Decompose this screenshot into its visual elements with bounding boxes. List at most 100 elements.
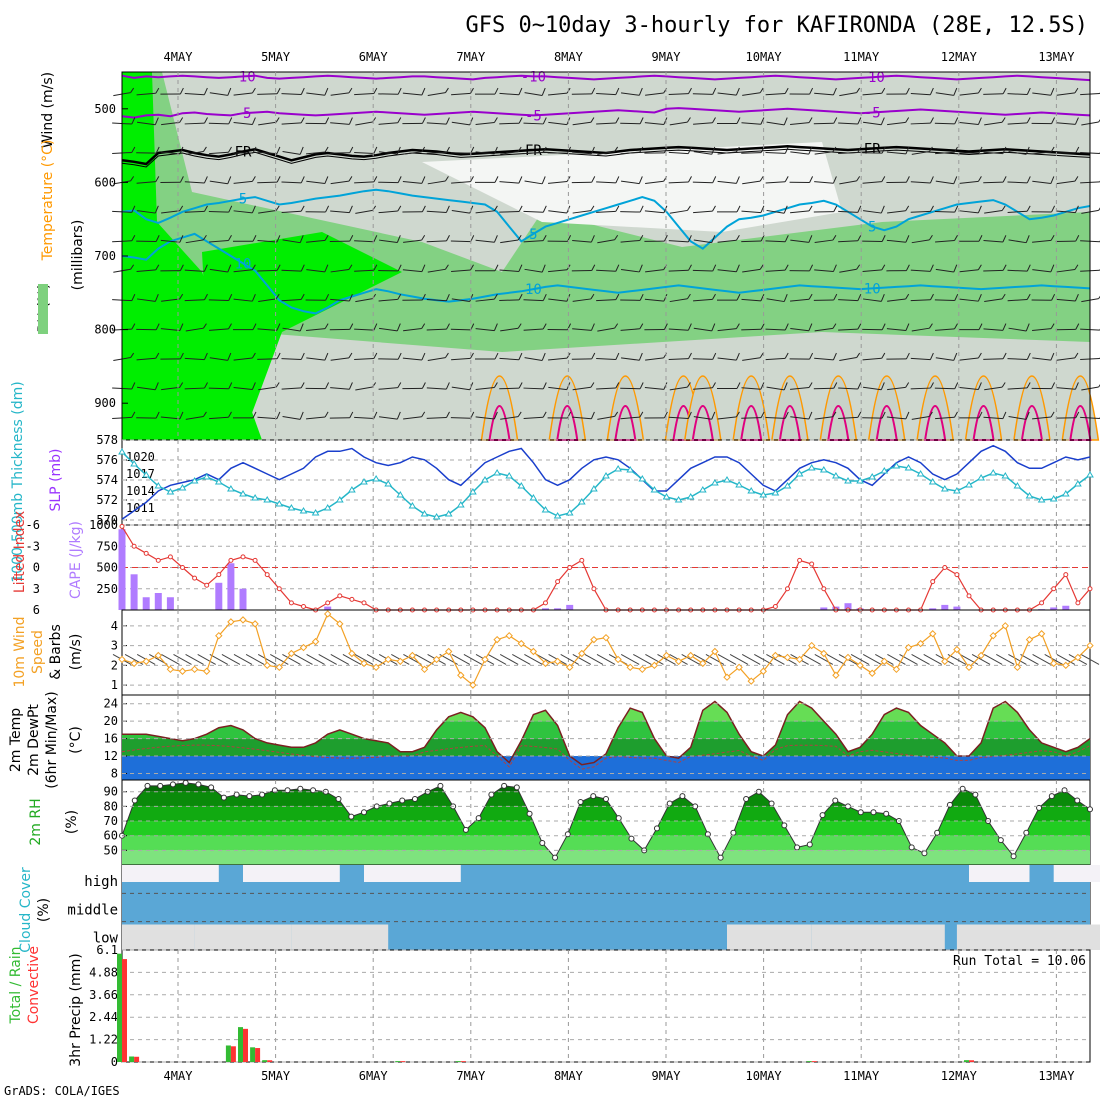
thickness-point [928, 478, 937, 485]
upper-wind-barb [692, 93, 713, 95]
upper-wind-barb [596, 299, 616, 302]
upper-wind-barb [572, 386, 592, 391]
wind-speed-point [1049, 659, 1058, 668]
upper-wind-barb-flag [881, 323, 886, 331]
upper-wind-barb [451, 181, 471, 184]
upper-wind-barb-flag [736, 382, 741, 389]
convective-plume-inner [691, 405, 714, 441]
upper-wind-barb [983, 240, 1003, 243]
upper-wind-barb-flag [929, 87, 934, 95]
thickness-point [686, 493, 695, 500]
upper-wind-barb [257, 181, 278, 184]
upper-wind-barb [645, 180, 664, 185]
lifted-tick-label: 6 [33, 603, 40, 617]
upper-wind-barb-flag [663, 117, 668, 125]
upper-wind-barb-flag [857, 235, 862, 241]
upper-wind-barb-flag [493, 205, 498, 212]
upper-wind-barb-flag [639, 235, 644, 241]
upper-wind-barb [742, 357, 761, 361]
thickness-point [747, 487, 756, 494]
upper-wind-barb-flag [1051, 205, 1056, 213]
upper-wind-barb-flag [300, 176, 305, 184]
upper-wind-barb [984, 121, 1003, 126]
upper-wind-barb-flag [251, 117, 256, 125]
upper-wind-barb [959, 269, 979, 273]
upper-wind-barb-flag [421, 146, 426, 153]
upper-wind-barb-flag [493, 117, 498, 123]
upper-wind-barb-flag [445, 264, 449, 270]
upper-wind-barb-flag [518, 382, 523, 389]
upper-wind-barb [935, 268, 954, 273]
upper-wind-barb-flag [1026, 176, 1031, 184]
upper-wind-barb-flag [687, 323, 692, 331]
isotherm-label: 5 [868, 220, 876, 236]
upper-wind-barb-flag [953, 352, 958, 361]
upper-wind-barb-flag [349, 146, 354, 153]
upper-wind-barb-flag [663, 382, 668, 390]
upper-wind-barb-flag [880, 293, 885, 302]
upper-wind-barb-flag [905, 382, 910, 388]
upper-wind-barb [1008, 416, 1027, 420]
upper-wind-barb [669, 386, 688, 391]
upper-wind-barb-flag [179, 382, 184, 388]
upper-wind-barb [354, 328, 374, 331]
upper-wind-barb [161, 210, 180, 214]
isotherm-10 [121, 232, 1091, 315]
upper-wind-barb [741, 152, 762, 154]
upper-wind-barb-flag [760, 382, 765, 390]
lifted-index-point [204, 582, 210, 588]
thickness-point [178, 484, 187, 491]
wind-speed-point [481, 655, 489, 664]
upper-wind-barb [572, 121, 592, 126]
upper-wind-barb-flag [1026, 264, 1031, 272]
upper-wind-barb-flag [784, 235, 789, 242]
rh-shade-dry [422, 142, 842, 232]
upper-wind-barb [693, 387, 713, 390]
upper-wind-barb-flag [445, 205, 450, 213]
upper-wind-barb-flag [688, 352, 692, 359]
isotherm-label: 5 [529, 227, 537, 243]
rh-ylabel: 2m RH [28, 798, 44, 845]
upper-wind-barb-flag [688, 264, 692, 271]
upper-wind-barb [281, 181, 302, 184]
rh-point [781, 822, 788, 829]
upper-wind-barb-flag [325, 205, 330, 213]
upper-wind-barb [427, 357, 446, 361]
lifted-index-point [180, 565, 185, 570]
upper-wind-barb-flag [1075, 323, 1080, 330]
upper-wind-barb-flag [688, 87, 692, 94]
upper-wind-barb-flag [1074, 87, 1079, 94]
thickness-point [880, 467, 889, 474]
upper-wind-barb [983, 328, 1003, 331]
upper-wind-barb-flag [542, 146, 547, 153]
thickness-point [965, 481, 973, 488]
rh-tick-label: 60 [104, 829, 118, 843]
top-date-label: 7MAY [456, 50, 486, 64]
upper-wind-barb-flag [154, 293, 159, 302]
upper-wind-barb-flag [421, 293, 426, 301]
upper-wind-barb-flag [373, 323, 378, 331]
upper-wind-barb [886, 416, 906, 420]
rh-point [233, 791, 240, 798]
upper-wind-barb-flag [1098, 207, 1100, 211]
upper-wind-barb-flag [614, 411, 619, 417]
upper-wind-barb-flag [712, 382, 716, 389]
upper-wind-barb-flag [639, 382, 644, 389]
rh-band [122, 850, 1090, 865]
upper-wind-barb-flag [638, 352, 643, 361]
precip-total-bar [262, 1060, 268, 1062]
upper-wind-barb [983, 93, 1004, 95]
upper-wind-barb [306, 180, 325, 185]
wind-speed-point [227, 618, 235, 626]
rh-point [169, 781, 176, 788]
upper-wind-barb-flag [978, 411, 983, 419]
upper-wind-barb-flag [808, 235, 813, 243]
precip-tick-label: 1.22 [89, 1033, 118, 1047]
wind-barb [197, 653, 216, 665]
series-line-thickness [121, 451, 1091, 518]
upper-wind-barb [597, 415, 615, 420]
lifted-index-point [930, 579, 936, 585]
upper-wind-barb-flag [591, 87, 596, 95]
thickness-point [335, 496, 344, 503]
upper-wind-barb [862, 210, 882, 214]
